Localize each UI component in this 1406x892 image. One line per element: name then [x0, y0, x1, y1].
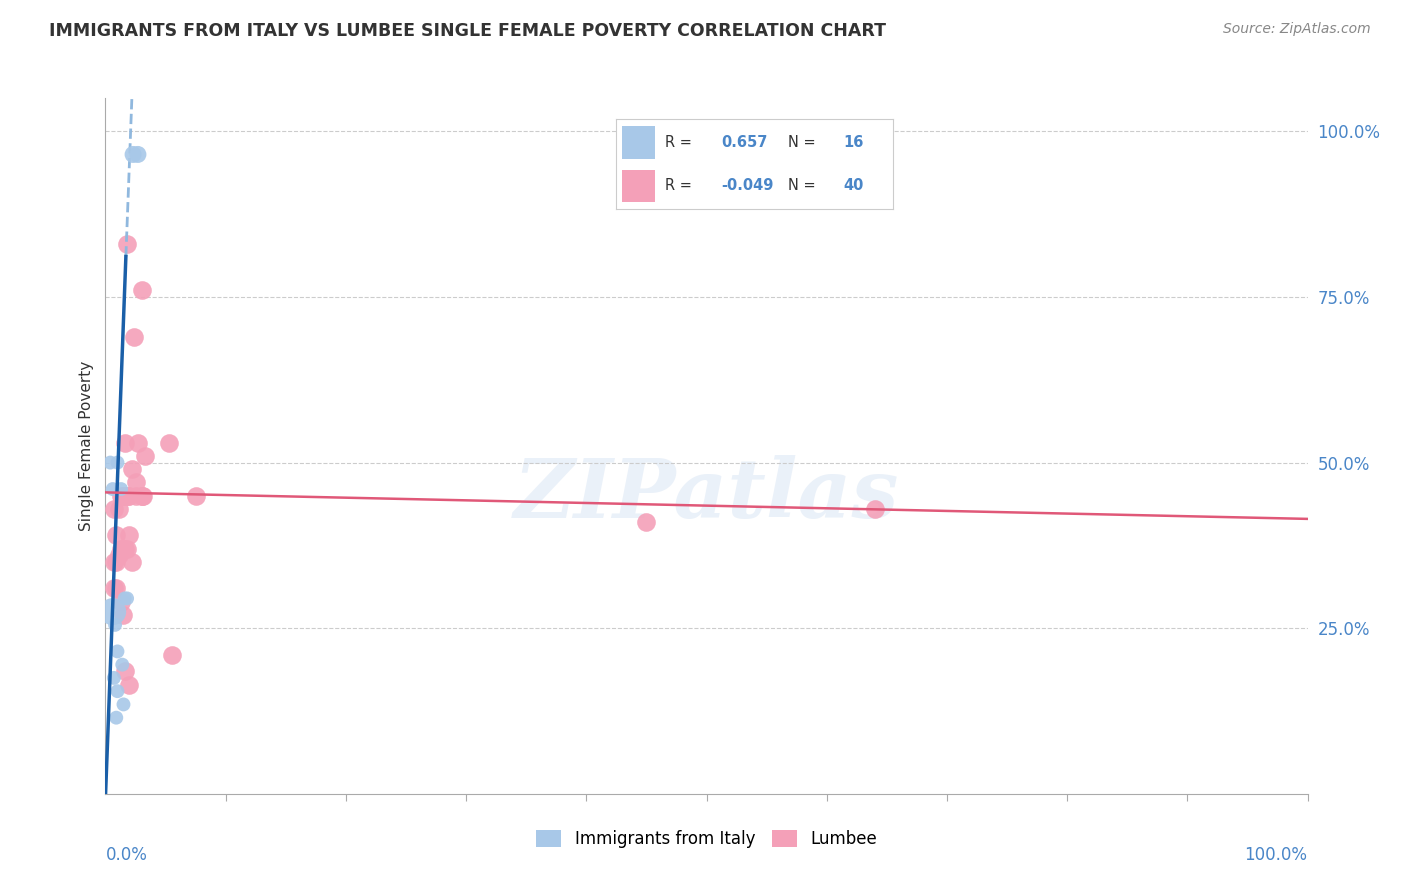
- Text: Source: ZipAtlas.com: Source: ZipAtlas.com: [1223, 22, 1371, 37]
- Point: [110, 595, 132, 609]
- Point: [112, 607, 135, 622]
- Point: [103, 671, 125, 685]
- Point: [112, 541, 135, 556]
- Point: [98, 456, 121, 470]
- Text: 100.0%: 100.0%: [1244, 846, 1308, 864]
- Point: [121, 555, 143, 569]
- Point: [115, 489, 138, 503]
- Point: [110, 489, 132, 503]
- Point: [132, 489, 155, 503]
- Point: [184, 489, 207, 503]
- Point: [863, 502, 886, 516]
- Point: [118, 489, 141, 503]
- Point: [127, 435, 149, 450]
- Point: [107, 502, 129, 516]
- Point: [160, 648, 183, 662]
- Text: ZIPatlas: ZIPatlas: [513, 455, 900, 534]
- Point: [105, 711, 128, 725]
- Point: [111, 657, 134, 672]
- Point: [115, 236, 138, 251]
- Y-axis label: Single Female Poverty: Single Female Poverty: [79, 361, 94, 531]
- Point: [107, 644, 129, 658]
- Point: [110, 482, 132, 496]
- Point: [105, 528, 128, 542]
- Point: [114, 591, 136, 606]
- Point: [115, 591, 138, 606]
- Point: [134, 449, 156, 463]
- Point: [114, 665, 136, 679]
- Point: [107, 549, 129, 563]
- Point: [101, 605, 124, 619]
- Point: [131, 489, 153, 503]
- Text: IMMIGRANTS FROM ITALY VS LUMBEE SINGLE FEMALE POVERTY CORRELATION CHART: IMMIGRANTS FROM ITALY VS LUMBEE SINGLE F…: [49, 22, 886, 40]
- Point: [101, 482, 124, 496]
- Point: [127, 147, 149, 161]
- Point: [124, 475, 146, 490]
- Point: [131, 489, 153, 503]
- Text: 0.0%: 0.0%: [105, 846, 148, 864]
- Point: [121, 462, 143, 476]
- Point: [107, 456, 129, 470]
- Point: [105, 555, 128, 569]
- Point: [636, 515, 658, 529]
- Point: [124, 489, 146, 503]
- Point: [112, 489, 135, 503]
- Point: [122, 147, 145, 161]
- Point: [157, 435, 180, 450]
- Point: [131, 283, 153, 297]
- Point: [118, 528, 141, 542]
- Point: [124, 329, 146, 343]
- Point: [103, 502, 125, 516]
- Point: [114, 541, 136, 556]
- Point: [112, 698, 135, 712]
- Point: [110, 541, 132, 556]
- Point: [117, 489, 139, 503]
- Point: [118, 677, 141, 691]
- Point: [103, 555, 125, 569]
- Point: [105, 582, 128, 596]
- Legend: Immigrants from Italy, Lumbee: Immigrants from Italy, Lumbee: [530, 823, 883, 855]
- Point: [114, 435, 136, 450]
- Point: [104, 618, 127, 632]
- Point: [107, 684, 129, 698]
- Point: [103, 582, 125, 596]
- Point: [115, 541, 138, 556]
